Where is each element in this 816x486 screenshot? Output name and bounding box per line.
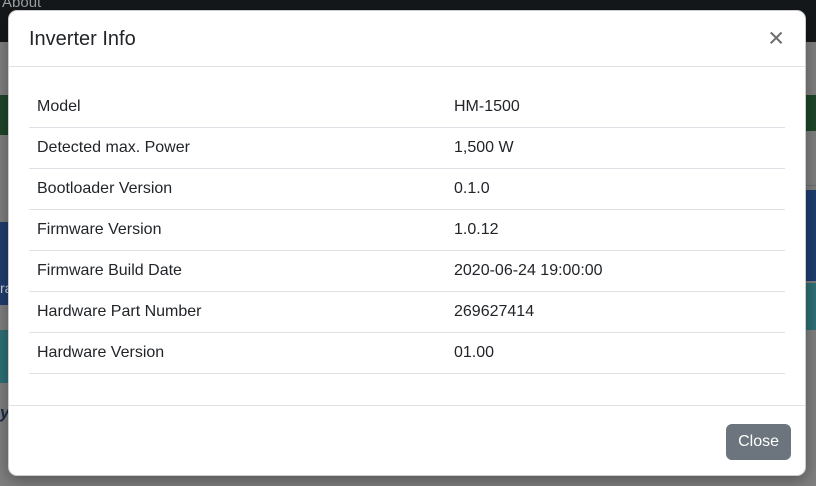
row-value: 01.00 [446,332,785,374]
table-row: Firmware Build Date 2020-06-24 19:00:00 [29,250,785,292]
row-label: Firmware Build Date [29,250,446,292]
row-value: 1.0.12 [446,209,785,251]
row-value: HM-1500 [446,87,785,128]
modal-header: Inverter Info ✕ [9,11,805,67]
modal-body: Model HM-1500 Detected max. Power 1,500 … [9,67,805,405]
close-button[interactable]: Close [726,424,791,460]
background-text-fragment: y [0,403,10,422]
table-row: Bootloader Version 0.1.0 [29,168,785,210]
table-row: Model HM-1500 [29,87,785,128]
row-label: Model [29,87,446,128]
inverter-info-table: Model HM-1500 Detected max. Power 1,500 … [29,87,785,374]
row-label: Hardware Part Number [29,291,446,333]
row-label: Hardware Version [29,332,446,374]
row-label: Detected max. Power [29,127,446,169]
row-value: 0.1.0 [446,168,785,210]
table-row: Hardware Part Number 269627414 [29,291,785,333]
navbar-item-about: About [2,0,42,11]
table-row: Firmware Version 1.0.12 [29,209,785,251]
row-label: Bootloader Version [29,168,446,210]
modal-footer: Close [9,405,805,477]
inverter-info-modal: Inverter Info ✕ Model HM-1500 Detected m… [8,10,806,476]
row-value: 1,500 W [446,127,785,169]
modal-title: Inverter Info [29,27,136,50]
table-row: Hardware Version 01.00 [29,332,785,374]
row-value: 2020-06-24 19:00:00 [446,250,785,292]
row-label: Firmware Version [29,209,446,251]
table-row: Detected max. Power 1,500 W [29,127,785,169]
row-value: 269627414 [446,291,785,333]
close-x-icon[interactable]: ✕ [761,24,791,53]
